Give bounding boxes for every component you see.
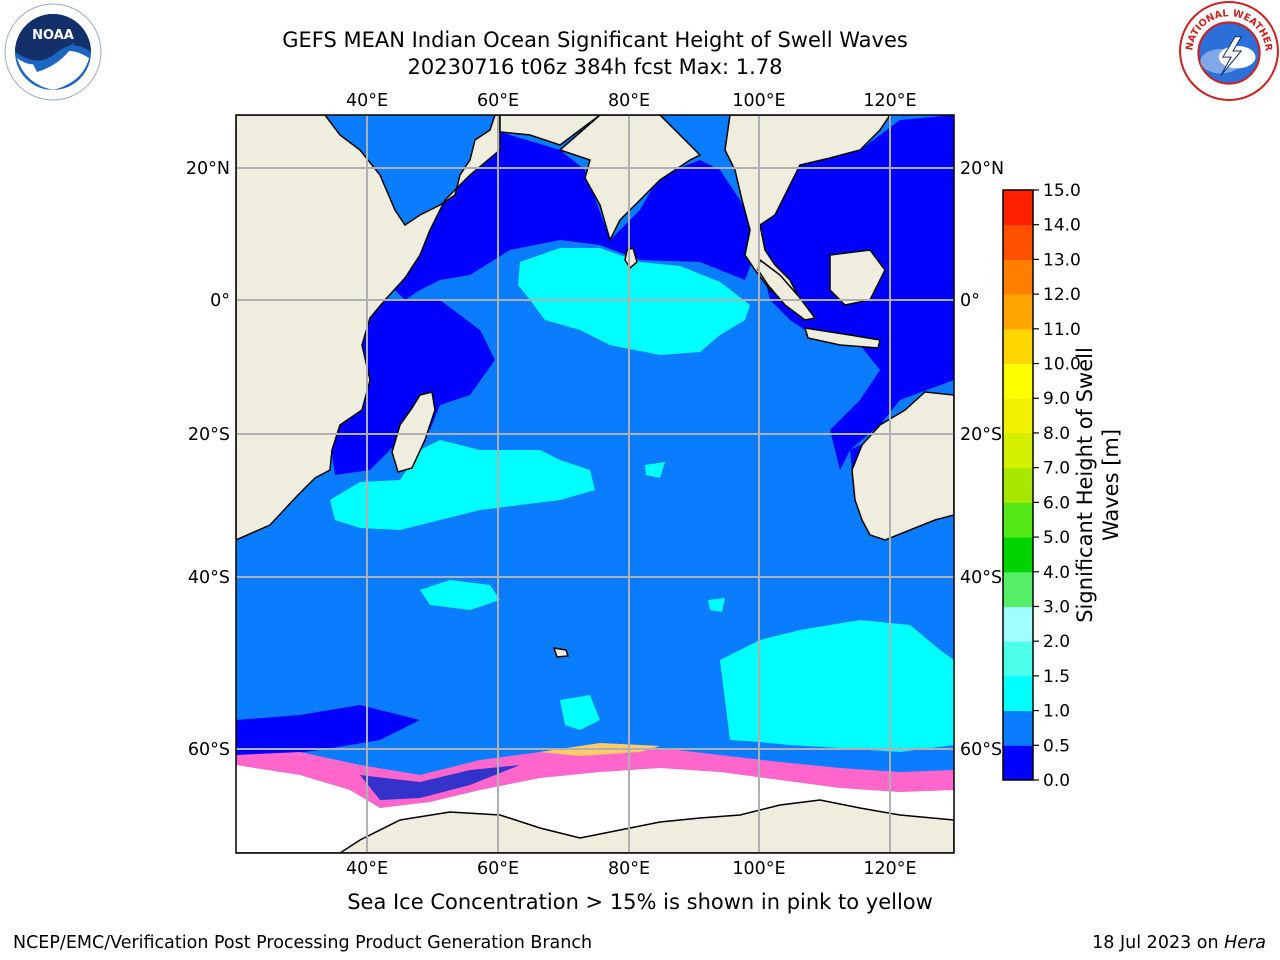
lat-label-left: 20°N xyxy=(186,159,230,179)
lon-label-bottom: 80°E xyxy=(608,859,650,879)
colorbar-bin xyxy=(1003,641,1033,677)
colorbar-bin xyxy=(1003,502,1033,538)
lon-label-top: 40°E xyxy=(346,91,388,111)
sea-ice-inner xyxy=(360,765,520,800)
nws-logo: NATIONAL WEATHER SERVICE xyxy=(1178,0,1279,101)
colorbar-bin xyxy=(1003,363,1033,399)
chart-title: GEFS MEAN Indian Ocean Significant Heigh… xyxy=(282,28,908,52)
colorbar-bin xyxy=(1003,745,1033,781)
lon-label-bottom: 60°E xyxy=(477,859,519,879)
lon-label-top: 100°E xyxy=(732,91,785,111)
lon-label-bottom: 40°E xyxy=(346,859,388,879)
colorbar-tick-label: 8.0 xyxy=(1043,424,1070,444)
footer-branch: NCEP/EMC/Verification Post Processing Pr… xyxy=(13,933,593,953)
colorbar-tick-label: 7.0 xyxy=(1043,459,1070,479)
lat-label-right: 20°N xyxy=(960,159,1004,179)
colorbar-bin xyxy=(1003,328,1033,365)
colorbar-bin xyxy=(1003,710,1033,746)
lon-label-bottom: 100°E xyxy=(732,859,785,879)
colorbar-bin xyxy=(1003,190,1033,226)
colorbar-tick-label: 11.0 xyxy=(1043,320,1081,340)
lat-label-left: 40°S xyxy=(188,568,230,588)
chart-subtitle: 20230716 t06z 384h fcst Max: 1.78 xyxy=(407,55,783,79)
colorbar-bin xyxy=(1003,294,1033,330)
colorbar-tick-label: 6.0 xyxy=(1043,493,1070,513)
svg-text:NOAA: NOAA xyxy=(32,28,74,43)
colorbar-tick-label: 15.0 xyxy=(1043,181,1081,201)
lat-label-left: 60°S xyxy=(188,740,230,760)
colorbar-tick-label: 0.0 xyxy=(1043,771,1070,791)
colorbar-bin xyxy=(1003,224,1033,260)
noaa-logo: NOAA xyxy=(4,3,102,101)
lat-label-left: 20°S xyxy=(188,425,230,445)
lat-label-right: 60°S xyxy=(960,740,1002,760)
colorbar-tick-label: 1.0 xyxy=(1043,702,1070,722)
colorbar-bin xyxy=(1003,675,1033,712)
colorbar-bin xyxy=(1003,259,1033,295)
colorbar-tick-label: 1.5 xyxy=(1043,667,1070,687)
colorbar-tick-label: 13.0 xyxy=(1043,250,1081,270)
lat-label-right: 40°S xyxy=(960,568,1002,588)
colorbar-tick-label: 12.0 xyxy=(1043,285,1081,305)
colorbar-tick-label: 4.0 xyxy=(1043,563,1070,583)
colorbar: 0.0 0.5 1.0 1.5 2.0 3.0 4.0 5.0 6.0 7.0 8.0 9.0 10.0… xyxy=(1002,181,1081,791)
colorbar-bin xyxy=(1003,537,1033,573)
lon-label-top: 60°E xyxy=(477,91,519,111)
colorbar-tick-label: 9.0 xyxy=(1043,389,1070,409)
colorbar-tick-label: 3.0 xyxy=(1043,597,1070,617)
colorbar-tick-label: 5.0 xyxy=(1043,528,1070,548)
lat-label-left: 0° xyxy=(210,291,230,311)
lat-label-right: 20°S xyxy=(960,425,1002,445)
footer-date: 18 Jul 2023 on Hera xyxy=(1092,933,1266,953)
lon-label-top: 80°E xyxy=(608,91,650,111)
sea-ice-caption: Sea Ice Concentration > 15% is shown in … xyxy=(347,890,933,914)
colorbar-tick-label: 10.0 xyxy=(1043,355,1081,375)
swell-1.0-1.5-regions xyxy=(330,248,954,752)
lon-label-top: 120°E xyxy=(863,91,916,111)
map-gridlines xyxy=(236,115,954,853)
lat-label-right: 0° xyxy=(960,291,980,311)
colorbar-bin xyxy=(1003,432,1033,469)
lon-label-bottom: 120°E xyxy=(863,859,916,879)
colorbar-tick-label: 2.0 xyxy=(1043,632,1070,652)
colorbar-bin xyxy=(1003,606,1033,642)
colorbar-bin xyxy=(1003,398,1033,434)
colorbar-bin xyxy=(1003,467,1033,503)
colorbar-tick-label: 0.5 xyxy=(1043,736,1070,756)
map-frame xyxy=(235,114,955,854)
colorbar-tick-label: 14.0 xyxy=(1043,216,1081,236)
colorbar-bin xyxy=(1003,571,1033,607)
